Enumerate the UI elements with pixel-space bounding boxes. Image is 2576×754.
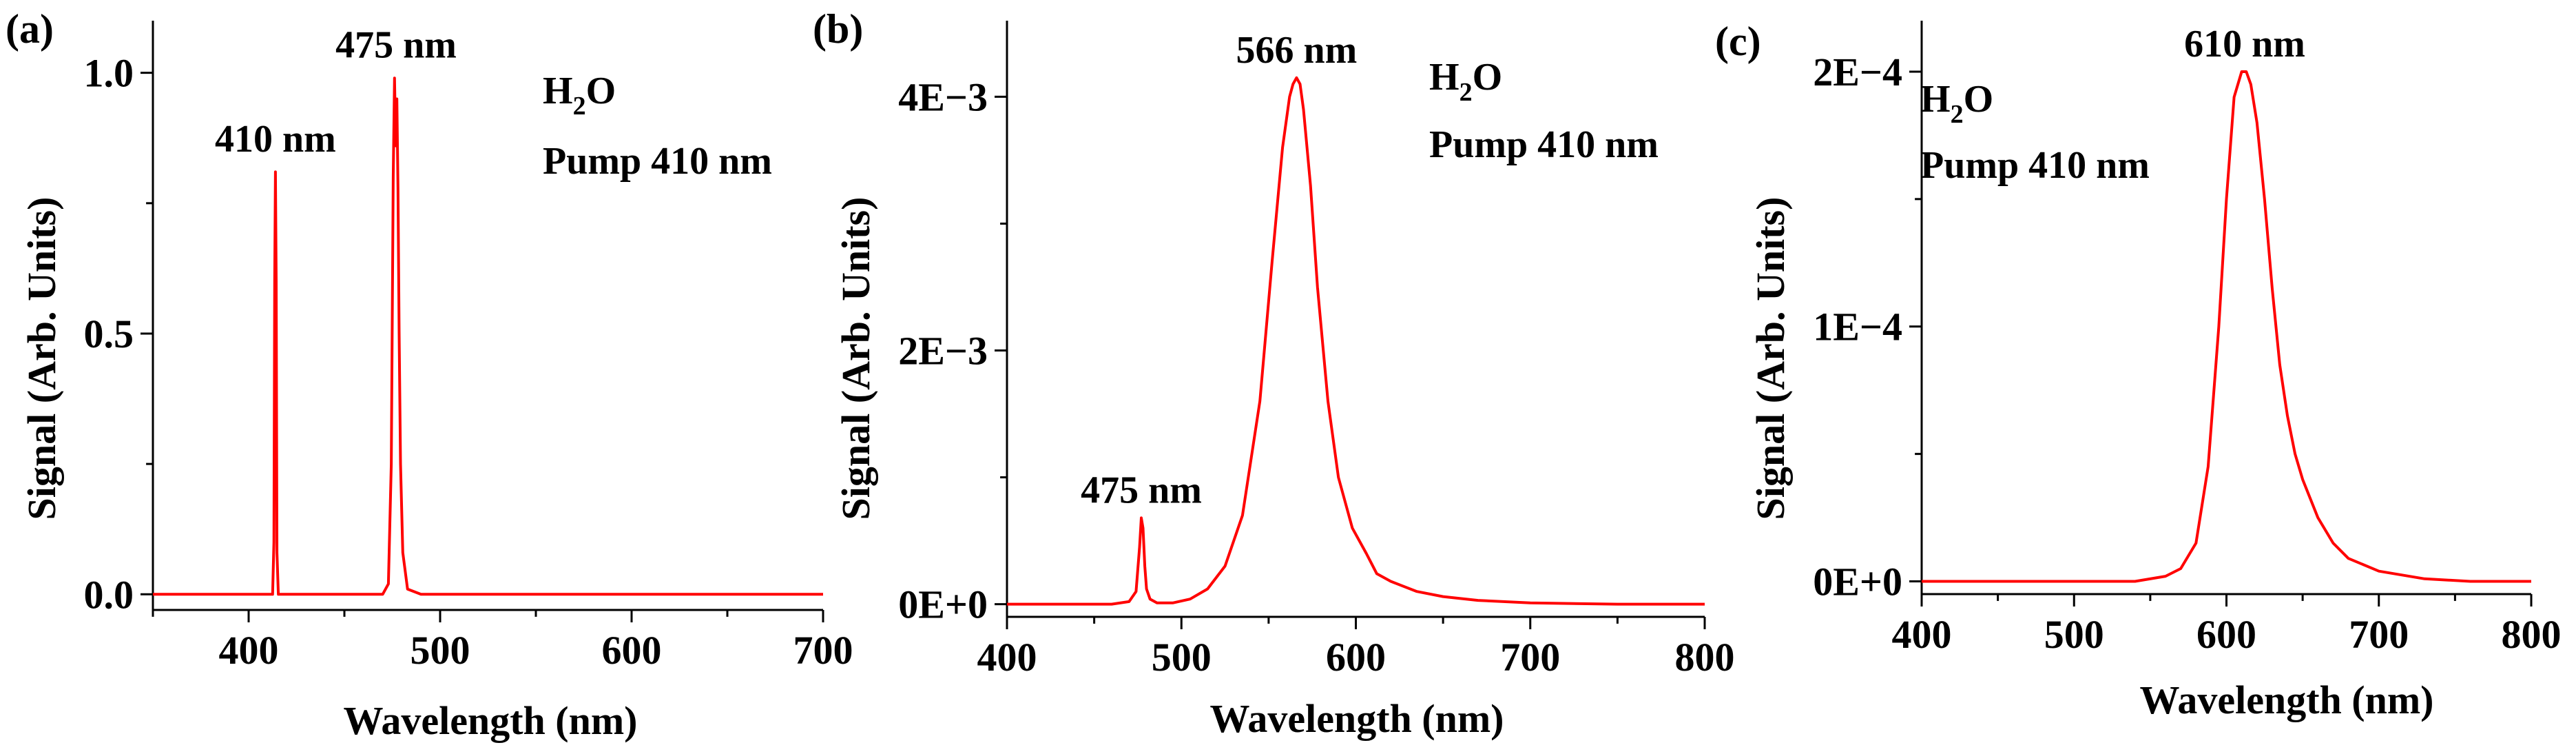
x-tick-label-a: 600 <box>602 628 662 673</box>
x-tick-label-c: 700 <box>2349 612 2409 657</box>
peak-label-c: 610 nm <box>2184 23 2305 65</box>
x-axis-title-b: Wavelength (nm) <box>1210 696 1504 741</box>
y-tick-label-b: 0E+0 <box>898 582 988 627</box>
y-axis-title-a: Signal (Arb. Units) <box>19 197 64 520</box>
legend-pump-c: Pump 410 nm <box>1920 144 2150 187</box>
y-tick-label-c: 0E+0 <box>1813 560 1902 604</box>
peak-label-b: 566 nm <box>1236 29 1357 72</box>
y-tick-label-c: 2E−4 <box>1813 50 1902 94</box>
spectrum-line-c <box>1922 70 2531 583</box>
x-tick-label-b: 700 <box>1500 635 1560 680</box>
x-tick-label-a: 700 <box>793 628 853 673</box>
panel-c: (c) Signal (Arb. Units) Wavelength (nm) … <box>1715 19 2562 722</box>
peak-label-b: 475 nm <box>1081 469 1202 511</box>
panel-b: (b) Signal (Arb. Units) Wavelength (nm) … <box>813 6 1735 741</box>
spectrum-line-a <box>153 77 823 596</box>
y-tick-label-a: 1.0 <box>84 51 134 96</box>
x-tick-label-c: 400 <box>1892 612 1952 657</box>
x-axis-title-c: Wavelength (nm) <box>2140 677 2434 722</box>
panel-label-c: (c) <box>1715 19 1761 64</box>
x-tick-label-a: 500 <box>411 628 470 673</box>
panel-label-b: (b) <box>813 6 863 52</box>
legend-species-b: H2O <box>1429 56 1502 107</box>
x-tick-label-a: 400 <box>219 628 279 673</box>
spectrum-line-b <box>1007 76 1705 606</box>
legend-pump-b: Pump 410 nm <box>1429 123 1659 166</box>
x-tick-label-c: 600 <box>2196 612 2256 657</box>
y-axis-title-c: Signal (Arb. Units) <box>1748 197 1793 520</box>
x-tick-label-c: 500 <box>2044 612 2104 657</box>
x-tick-label-c: 800 <box>2502 612 2562 657</box>
x-axis-title-a: Wavelength (nm) <box>344 698 638 743</box>
y-tick-label-b: 4E−3 <box>898 74 988 119</box>
y-tick-label-a: 0.5 <box>84 312 134 356</box>
y-tick-label-b: 2E−3 <box>898 329 988 374</box>
y-axis-title-b: Signal (Arb. Units) <box>833 197 878 520</box>
x-tick-label-b: 600 <box>1326 635 1386 680</box>
peak-label-a: 475 nm <box>335 24 457 67</box>
y-tick-label-c: 1E−4 <box>1813 305 1902 349</box>
peak-label-a: 410 nm <box>215 118 336 161</box>
legend-species-c: H2O <box>1920 78 1993 129</box>
x-tick-label-b: 800 <box>1675 635 1735 680</box>
legend-species-a: H2O <box>543 70 616 121</box>
y-tick-label-a: 0.0 <box>84 572 134 617</box>
x-tick-label-b: 500 <box>1152 635 1212 680</box>
panel-a: (a) Signal (Arb. Units) Wavelength (nm) … <box>6 6 853 743</box>
x-tick-label-b: 400 <box>977 635 1037 680</box>
legend-pump-a: Pump 410 nm <box>543 140 772 183</box>
panel-label-a: (a) <box>6 6 54 52</box>
